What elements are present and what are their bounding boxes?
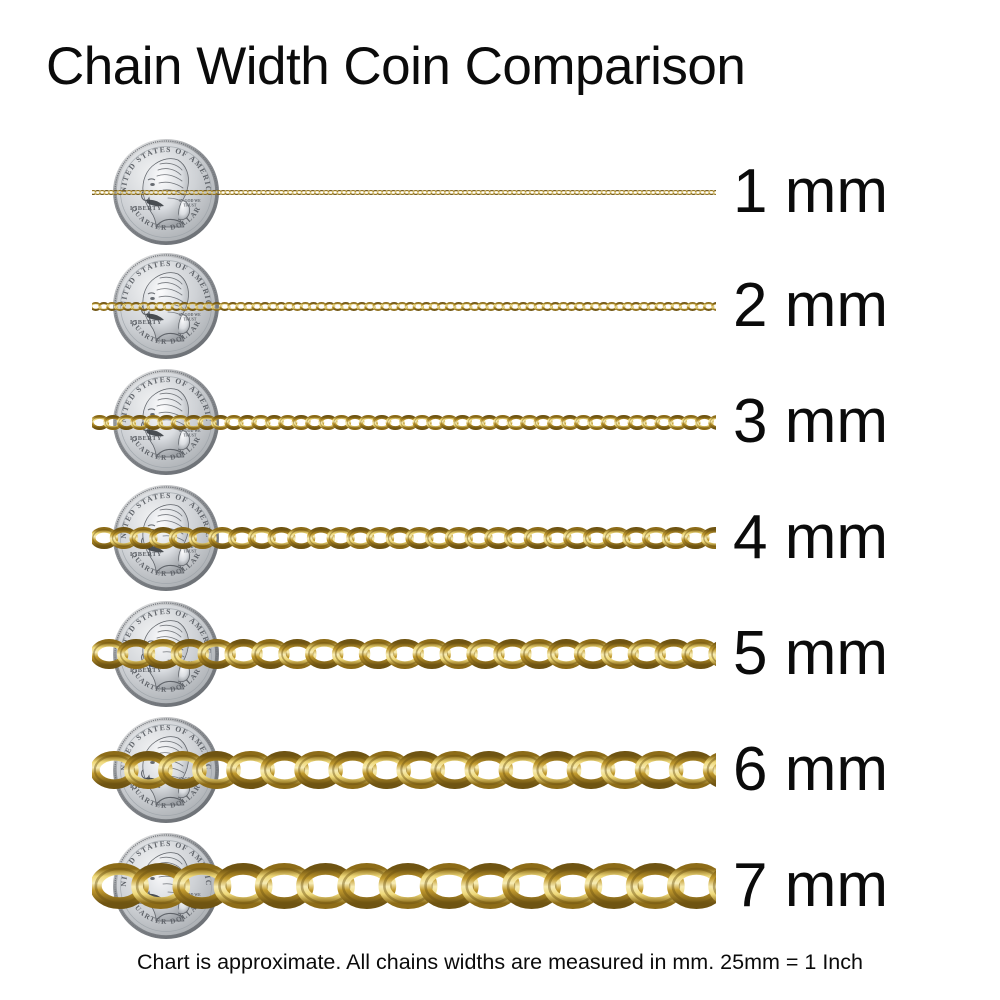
chain-row: UNITED STATES OF AMERICA QUARTER DOLLAR … [0,138,1000,256]
chain-row: UNITED STATES OF AMERICA QUARTER DOLLAR … [0,600,1000,718]
footer-note: Chart is approximate. All chains widths … [137,950,863,974]
quarter-coin: UNITED STATES OF AMERICA QUARTER DOLLAR … [112,368,220,476]
coin-legend-trust-2: TRUST [184,203,197,207]
row-label-1mm: 1 mm [733,157,888,226]
chain-strip-4mm [92,527,716,549]
coin-legend-liberty: LIBERTY [130,551,162,558]
coin-legend-trust-1: IN GOD WE [179,199,201,203]
row-label-2mm: 2 mm [733,271,888,340]
chain-graphic [92,301,716,311]
chain-row: UNITED STATES OF AMERICA QUARTER DOLLAR … [0,252,1000,370]
chain-row: UNITED STATES OF AMERICA QUARTER DOLLAR … [0,832,1000,950]
quarter-coin-graphic: UNITED STATES OF AMERICA QUARTER DOLLAR … [112,138,219,245]
coin-legend-trust-1: IN GOD WE [179,429,201,433]
chain-strip-3mm [92,414,716,430]
chain-graphic [92,189,716,195]
quarter-coin: UNITED STATES OF AMERICA QUARTER DOLLAR … [112,138,220,246]
coin-legend-trust-1: IN GOD WE [179,313,201,317]
chain-strip-1mm [92,189,716,195]
chain-graphic [92,527,716,549]
quarter-coin: UNITED STATES OF AMERICA QUARTER DOLLAR … [112,600,220,708]
chain-graphic [92,751,716,789]
quarter-coin-graphic: UNITED STATES OF AMERICA QUARTER DOLLAR … [112,484,219,591]
coin-legend-liberty: LIBERTY [130,435,162,442]
quarter-coin-graphic: UNITED STATES OF AMERICA QUARTER DOLLAR … [112,368,219,475]
chain-row: UNITED STATES OF AMERICA QUARTER DOLLAR … [0,368,1000,486]
page-title: Chain Width Coin Comparison [46,37,746,96]
row-label-6mm: 6 mm [733,735,888,804]
quarter-coin-graphic: UNITED STATES OF AMERICA QUARTER DOLLAR … [112,600,219,707]
chain-graphic [92,639,716,669]
row-label-4mm: 4 mm [733,503,888,572]
row-label-5mm: 5 mm [733,619,888,688]
chain-graphic [92,414,716,430]
coin-legend-liberty: LIBERTY [130,667,162,674]
row-label-7mm: 7 mm [733,851,888,920]
chain-strip-6mm [92,751,716,789]
coin-legend-trust-2: TRUST [184,549,197,553]
chain-strip-7mm [92,863,716,909]
chain-row: UNITED STATES OF AMERICA QUARTER DOLLAR … [0,716,1000,834]
coin-legend-liberty: LIBERTY [130,205,162,212]
chain-graphic [92,863,716,909]
row-label-3mm: 3 mm [733,387,888,456]
coin-legend-trust-2: TRUST [184,317,197,321]
chain-strip-5mm [92,639,716,669]
coin-legend-liberty: LIBERTY [130,319,162,326]
quarter-coin: UNITED STATES OF AMERICA QUARTER DOLLAR … [112,484,220,592]
chain-strip-2mm [92,301,716,311]
coin-legend-trust-2: TRUST [184,433,197,437]
chain-row: UNITED STATES OF AMERICA QUARTER DOLLAR … [0,484,1000,602]
